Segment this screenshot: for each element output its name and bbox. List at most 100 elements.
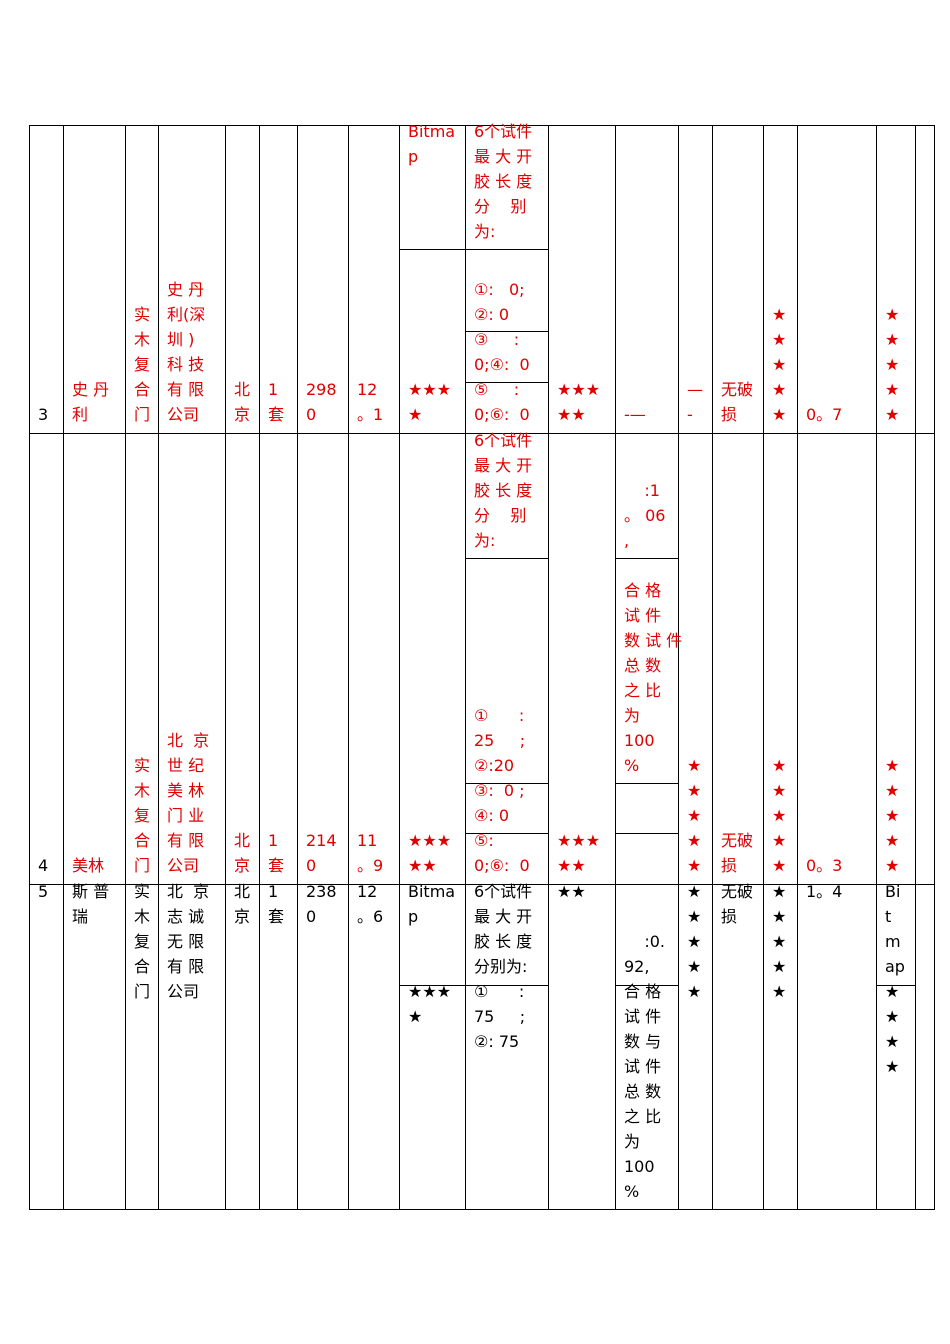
column-rule: [297, 125, 298, 1210]
star-rating: ★: [885, 756, 900, 775]
price: 214: [306, 831, 337, 850]
star-rating: ★: [687, 982, 702, 1001]
pass-ratio-note: %: [624, 1182, 640, 1201]
star-rating: ★: [885, 330, 900, 349]
bitmap-placeholder: m: [885, 932, 901, 951]
pass-ratio-note: 数 与: [624, 1032, 662, 1051]
star-rating: ★: [772, 856, 787, 875]
pass-ratio: ,: [624, 531, 630, 550]
column-rule: [548, 125, 549, 1210]
pass-ratio-note: 为: [624, 1132, 641, 1151]
glue-test-result: 0;⑥: 0: [474, 405, 530, 424]
row-rule: [465, 558, 548, 559]
star-rating: ★: [885, 305, 900, 324]
star-rating: ★: [687, 882, 702, 901]
door-type: 木: [134, 330, 151, 349]
manufacturer: 有 限: [167, 380, 205, 399]
manufacturer: 有 限: [167, 831, 205, 850]
star-rating: ★: [885, 831, 900, 850]
door-type: 实: [134, 756, 151, 775]
manufacturer: 北 京: [167, 731, 210, 750]
pass-ratio: :1: [624, 481, 660, 500]
quantity: 套: [268, 405, 285, 424]
star-rating: ★: [772, 355, 787, 374]
star-rating: ★★★: [408, 982, 452, 1001]
glue-test-intro: 胶 长 度: [474, 481, 533, 500]
column-rule: [678, 125, 679, 1210]
door-type: 复: [134, 806, 151, 825]
bitmap-placeholder: Bitma: [408, 122, 456, 141]
damage-status: 损: [721, 856, 738, 875]
glue-test-intro: 最 大 开: [474, 456, 533, 475]
dash-value: —: [687, 380, 703, 399]
star-rating: ★★★: [557, 831, 601, 850]
glue-test-result: ① :: [474, 706, 525, 725]
column-rule: [259, 125, 260, 1210]
door-type: 实: [134, 882, 151, 901]
brand-name: 斯 普: [72, 882, 110, 901]
damage-status: 无破: [721, 831, 754, 850]
star-rating: ★: [772, 305, 787, 324]
brand-name: 史 丹: [72, 380, 110, 399]
glue-test-intro: 分 别: [474, 506, 527, 525]
thickness: 。6: [357, 907, 384, 926]
manufacturer: 公司: [167, 405, 200, 424]
pass-ratio-note: 试 件: [624, 1057, 662, 1076]
brand-name: 瑞: [72, 907, 89, 926]
thickness: 。9: [357, 856, 384, 875]
glue-test-intro: 分别为:: [474, 957, 528, 976]
brand-name: 利: [72, 405, 89, 424]
star-rating: ★: [408, 1007, 423, 1026]
column-rule: [465, 125, 466, 1210]
glue-test-intro: 6个试件: [474, 882, 533, 901]
glue-test-result: 0;④: 0: [474, 355, 530, 374]
door-type: 合: [134, 957, 151, 976]
glue-test-result: ④: 0: [474, 806, 509, 825]
column-rule: [876, 125, 877, 1210]
glue-test-result: ⑤ :: [474, 380, 520, 399]
star-rating: ★: [772, 957, 787, 976]
row-number: 4: [38, 856, 49, 875]
star-rating: ★: [772, 405, 787, 424]
price: 0: [306, 856, 317, 875]
glue-test-result: ① :: [474, 982, 525, 1001]
glue-test-result: ①: 0;: [474, 280, 525, 299]
thickness: 。1: [357, 405, 384, 424]
star-rating: ★: [885, 1057, 900, 1076]
thickness: 12: [357, 380, 378, 399]
column-rule: [934, 125, 935, 1210]
column-rule: [348, 125, 349, 1210]
star-rating: ★: [408, 405, 423, 424]
star-rating: ★: [885, 380, 900, 399]
glue-test-intro: 分 别: [474, 197, 527, 216]
glue-test-result: ③ :: [474, 330, 520, 349]
star-rating: ★★★: [408, 380, 452, 399]
row-rule: [465, 783, 548, 784]
star-rating: ★: [687, 781, 702, 800]
star-rating: ★: [772, 380, 787, 399]
star-rating: ★★★: [557, 380, 601, 399]
row-rule: [465, 833, 548, 834]
pass-ratio-note: 试 件: [624, 606, 662, 625]
column-rule: [63, 125, 64, 1210]
row-rule: [615, 833, 678, 834]
origin: 北: [234, 380, 251, 399]
measured-value: 0。7: [806, 405, 843, 424]
star-rating: ★: [885, 1007, 900, 1026]
row-rule: [465, 382, 548, 383]
manufacturer: 公司: [167, 982, 200, 1001]
star-rating: ★★: [557, 405, 586, 424]
star-rating: ★: [885, 781, 900, 800]
glue-test-result: 0;⑥: 0: [474, 856, 530, 875]
column-rule: [915, 125, 916, 1210]
row-rule: [876, 985, 915, 986]
glue-test-result: ③: 0 ;: [474, 781, 525, 800]
door-type: 门: [134, 405, 151, 424]
origin: 京: [234, 907, 251, 926]
star-rating: ★: [772, 932, 787, 951]
measured-value: 0。3: [806, 856, 843, 875]
glue-test-intro: 最 大 开: [474, 147, 533, 166]
measured-value: 1。4: [806, 882, 843, 901]
glue-test-result: 25 ;: [474, 731, 526, 750]
glue-test-intro: 为:: [474, 222, 496, 241]
